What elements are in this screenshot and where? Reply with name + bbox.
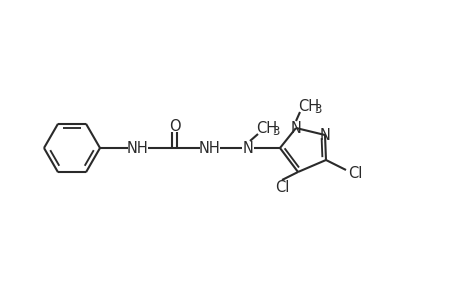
Text: 3: 3 [313, 103, 321, 116]
Text: Cl: Cl [347, 166, 362, 181]
Text: N: N [242, 140, 253, 155]
Text: 3: 3 [271, 124, 279, 137]
Text: CH: CH [256, 121, 276, 136]
Text: NH: NH [199, 140, 220, 155]
Text: Cl: Cl [274, 179, 289, 194]
Text: N: N [290, 121, 301, 136]
Text: NH: NH [127, 140, 149, 155]
Text: O: O [169, 118, 180, 134]
Text: CH: CH [297, 98, 319, 113]
Text: N: N [319, 128, 330, 142]
